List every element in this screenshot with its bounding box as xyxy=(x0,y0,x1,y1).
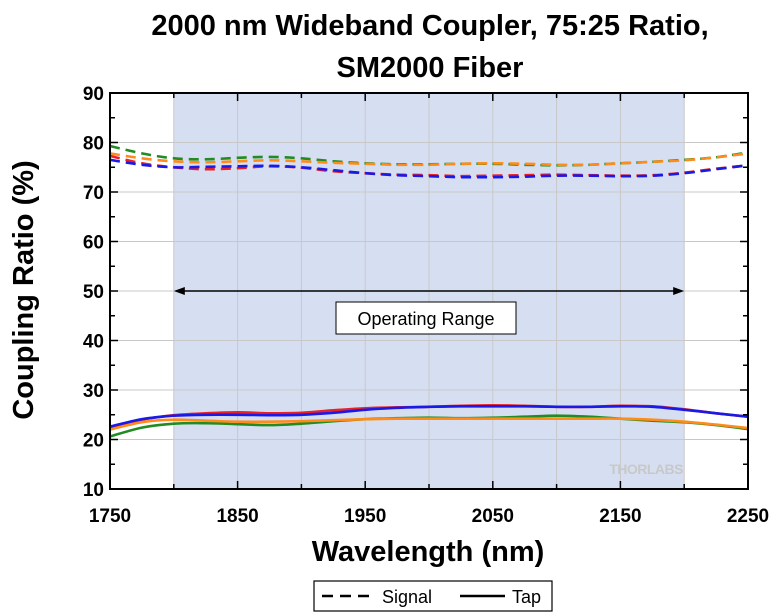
y-tick-label: 30 xyxy=(83,381,104,402)
operating-range-annotation: Operating Range xyxy=(173,287,685,335)
legend: Signal Tap xyxy=(313,580,553,612)
range-arrow-head-right xyxy=(673,287,685,295)
thorlabs-watermark: THORLABS xyxy=(609,461,683,477)
legend-box xyxy=(313,580,553,612)
legend-tap-label: Tap xyxy=(512,587,541,607)
x-tick-label: 2150 xyxy=(599,506,641,527)
tap-series-orange-line xyxy=(109,417,749,431)
y-tick-label: 40 xyxy=(83,332,104,353)
signal-series-blue-line xyxy=(109,158,749,179)
axis-ticks xyxy=(109,92,749,490)
x-tick-label: 1750 xyxy=(89,506,131,527)
y-tick-label: 70 xyxy=(83,183,104,204)
y-tick-label: 60 xyxy=(83,233,104,254)
y-tick-label: 20 xyxy=(83,431,104,452)
series-layer xyxy=(109,144,749,438)
x-tick-labels: 1750 1850 1950 2050 2150 2250 xyxy=(89,506,769,527)
y-tick-label: 10 xyxy=(83,480,104,501)
x-tick-label: 1850 xyxy=(216,506,258,527)
x-axis-label: Wavelength (nm) xyxy=(312,536,545,568)
range-label: Operating Range xyxy=(357,309,494,329)
y-axis-label: Coupling Ratio (%) xyxy=(8,160,40,419)
x-tick-label: 2050 xyxy=(472,506,514,527)
y-tick-labels: 10 20 30 40 50 60 70 80 90 xyxy=(83,84,104,501)
y-tick-label: 50 xyxy=(83,282,104,303)
tap-series-blue-line xyxy=(109,404,749,428)
signal-series-orange-line xyxy=(109,152,749,167)
chart-title-line-1: 2000 nm Wideband Coupler, 75:25 Ratio, xyxy=(151,10,708,42)
range-arrow-head-left xyxy=(173,287,185,295)
x-tick-label: 1950 xyxy=(344,506,386,527)
y-tick-label: 80 xyxy=(83,134,104,155)
range-label-box xyxy=(335,301,517,335)
y-tick-label: 90 xyxy=(83,84,104,105)
chart-title-line-2: SM2000 Fiber xyxy=(337,52,524,84)
legend-signal-label: Signal xyxy=(382,587,432,607)
x-tick-label: 2250 xyxy=(727,506,769,527)
